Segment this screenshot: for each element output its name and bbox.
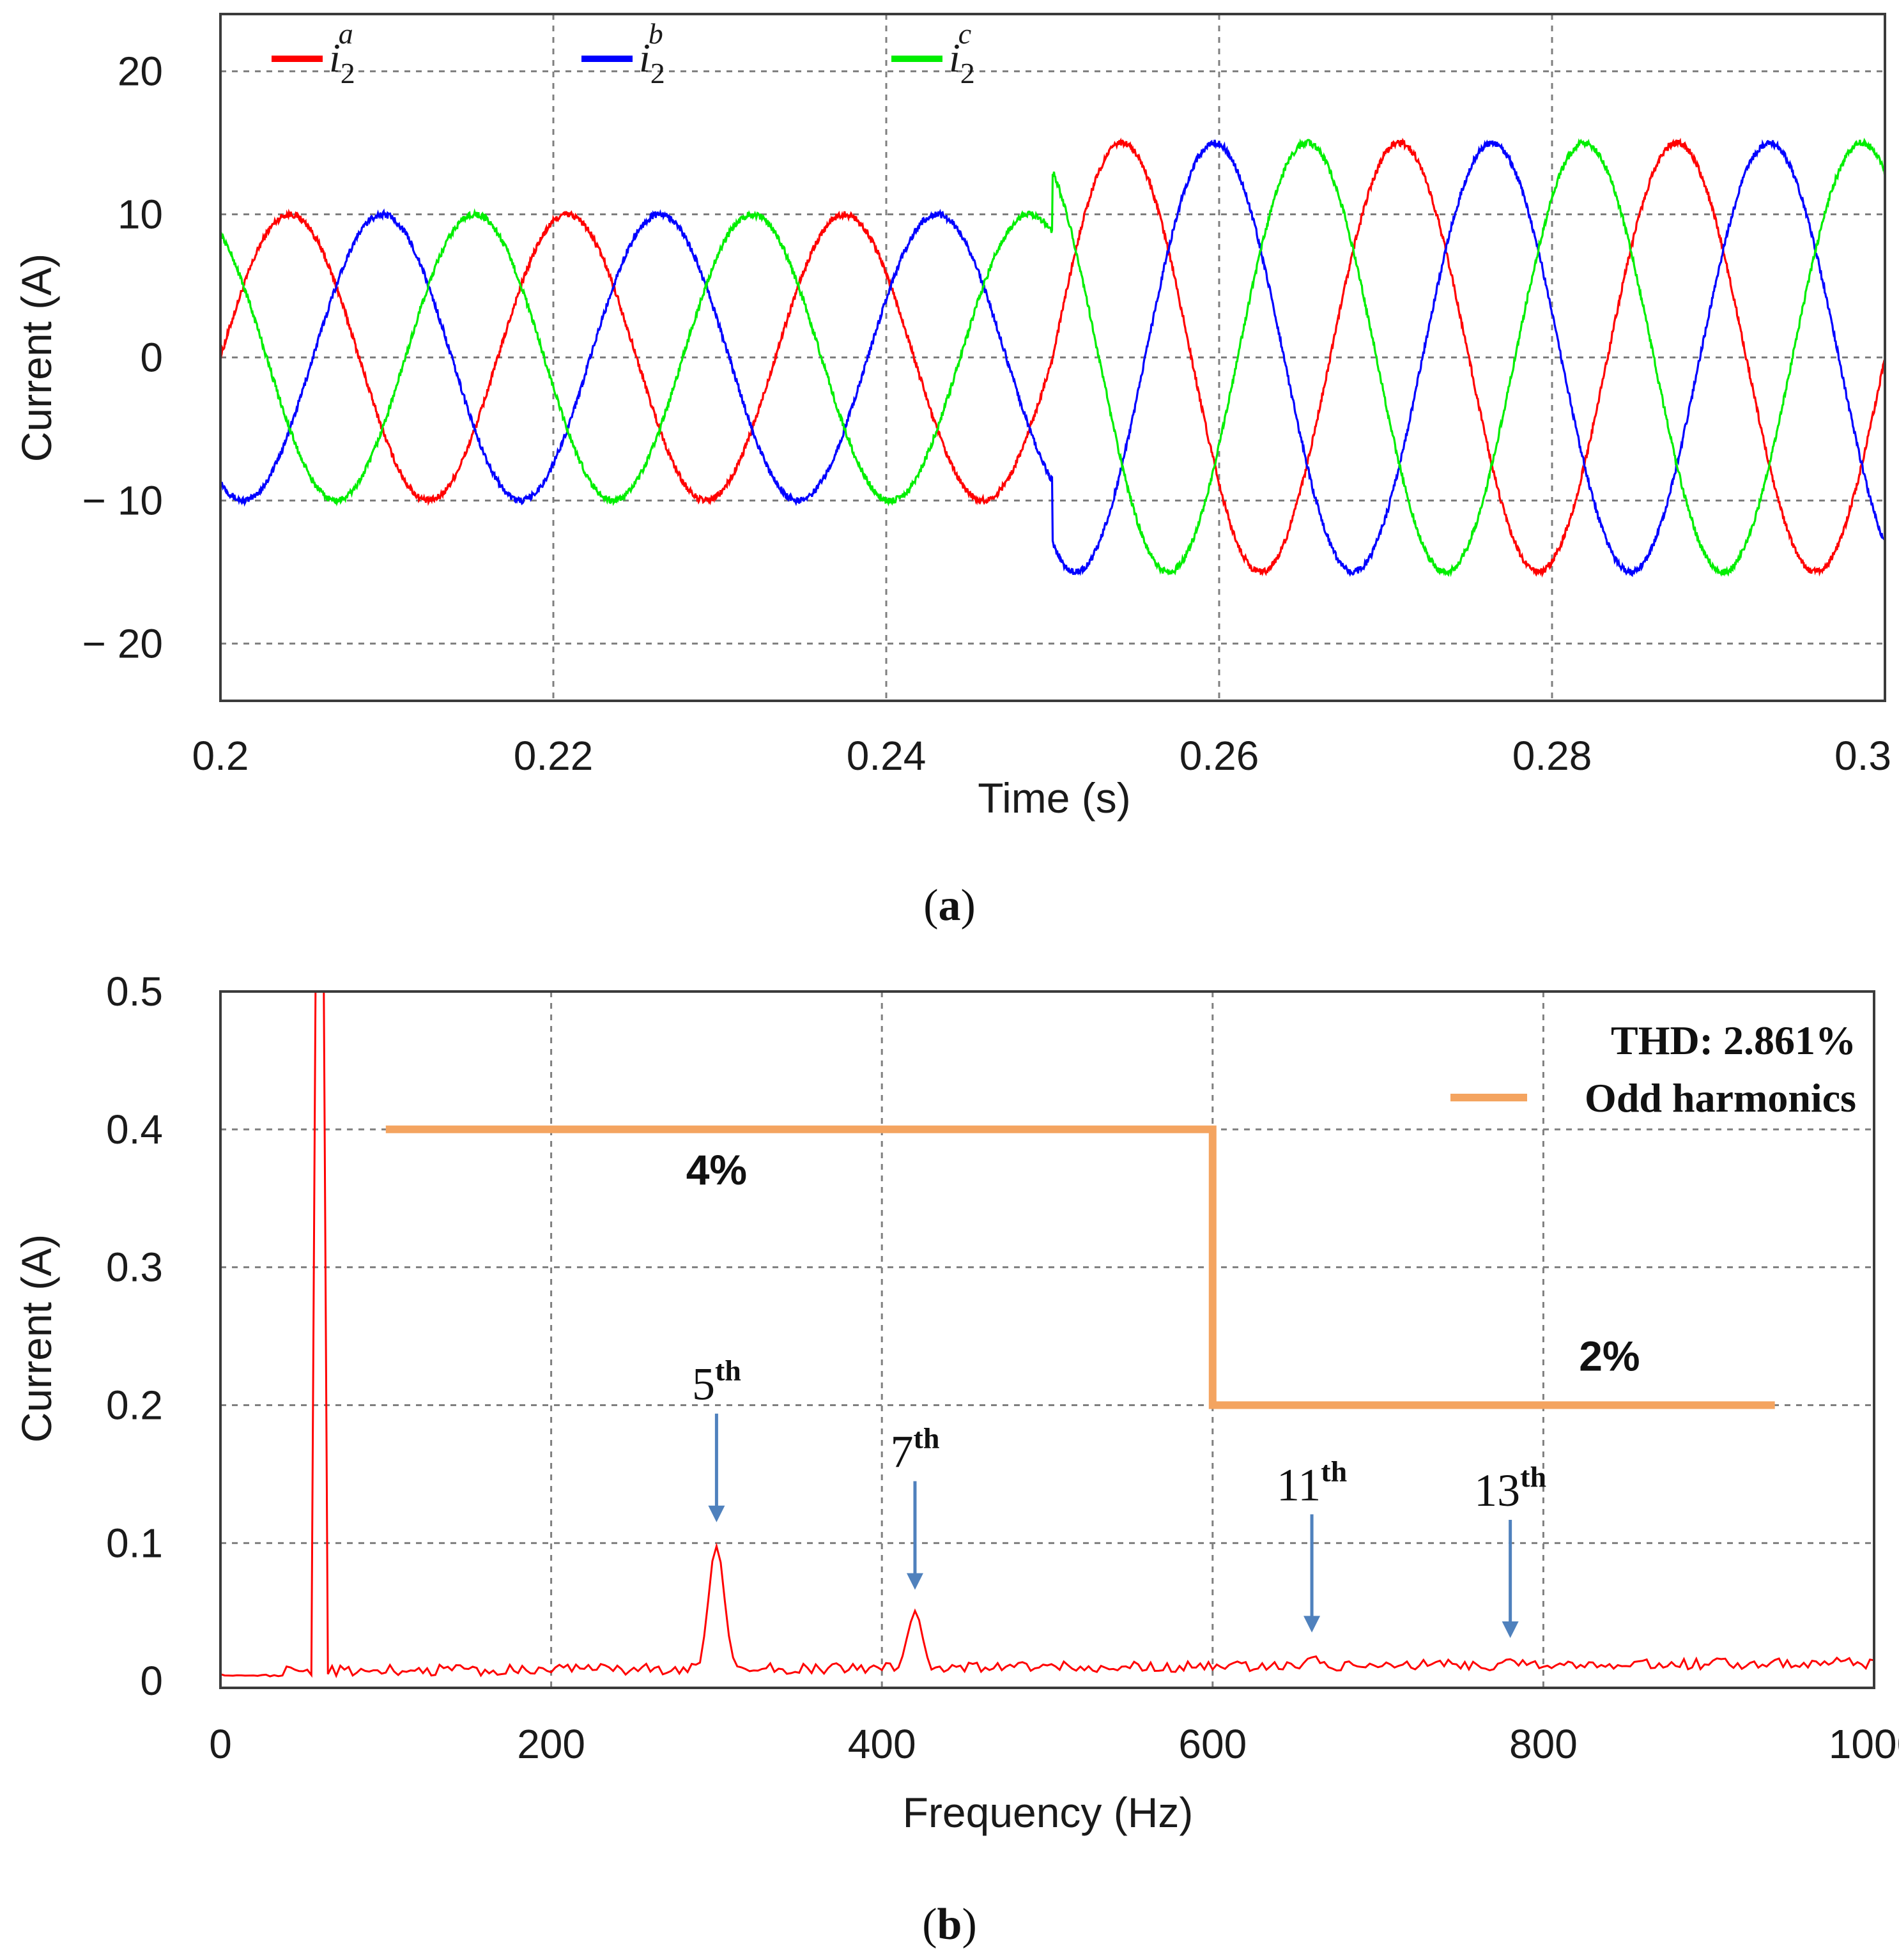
panel-b: 4%2% 00.10.20.30.40.5 02004006008001000 … [13,969,1899,1949]
x-tick-label: 0.28 [1512,733,1592,779]
legend-label-odd-harmonics: Odd harmonics [1585,1075,1856,1121]
y-tick-label: 0.5 [106,969,163,1014]
harmonic-annotations: 5th 7th 11th 13th [692,1354,1546,1639]
harmonic-order-label: 11th [1277,1455,1347,1510]
x-tick-label: 400 [848,1721,916,1767]
x-tick-label: 0 [209,1721,232,1767]
plot-frame-a [219,13,1886,702]
legend-label-i2b: i2b [639,17,665,89]
series-line-i2a [219,137,1886,578]
odd-harmonics-limit-line [385,1125,1775,1409]
y-tick-label: 0.4 [106,1106,163,1152]
x-tick-label: 1000 [1829,1721,1899,1767]
y-tick-label: 0.1 [106,1520,163,1566]
legend-b: Odd harmonics [1450,1075,1856,1121]
x-tick-label: 200 [517,1721,585,1767]
y-tick-label: 0.2 [106,1382,163,1428]
harmonic-arrow-head [906,1573,923,1590]
x-axis-label-b: Frequency (Hz) [903,1789,1194,1836]
x-tick-label: 0.26 [1180,733,1259,779]
series-lines-b: 4% 2% [220,990,1875,1679]
harmonic-arrow-head [1502,1621,1519,1639]
y-tick-label: − 20 [82,620,163,666]
x-tick-label: 0.3 [1834,733,1891,779]
y-tick-label: 10 [118,192,163,238]
harmonic-order-label: 13th [1474,1460,1546,1516]
y-tick-label: − 10 [82,477,163,523]
panel-caption-b: (b) [922,1900,977,1949]
panel-a: − 20 − 10 0 10 20 0.2 0.22 0.24 0.26 0.28 0.3 Tim… [13,13,1891,930]
y-tick-label: 0 [140,1658,163,1704]
y-axis-label-a: Current (A) [13,254,60,462]
thd-label: THD: 2.861% [1611,1018,1856,1063]
y-tick-label: 0 [140,335,163,381]
series-line-i2b [219,139,1886,578]
harmonic-arrow-head [708,1505,725,1522]
plot-frame-b [219,990,1875,1689]
panel-caption-a: (a) [923,881,976,930]
y-ticks-b: 0 0.1 0.2 0.3 0.4 0.5 [106,969,163,1704]
x-tick-label: 0.24 [847,733,926,779]
y-tick-label: 20 [118,49,163,95]
harmonic-order-label: 5th [692,1354,741,1410]
harmonic-arrow-head [1303,1616,1321,1633]
y-axis-label-b: Current (A) [13,1234,60,1443]
x-tick-label: 0.22 [514,733,594,779]
harmonic-order-label: 7th [891,1421,940,1477]
limit-percent-label: 2% [1579,1333,1640,1380]
x-tick-label: 800 [1509,1721,1578,1767]
legend-a: i2a i2b i2c [272,17,975,89]
legend-label-i2c: i2c [949,17,975,89]
x-axis-label-a: Time (s) [978,774,1131,822]
series-line-i2c [219,137,1886,578]
x-ticks-b: 0 200 400 600 800 1000 [209,1721,1899,1767]
legend-label-i2a: i2a [329,17,355,89]
x-tick-label: 600 [1178,1721,1247,1767]
limit-percent-label: 4% [686,1146,747,1193]
series-lines-a [219,137,1886,578]
spectrum-line [220,990,1875,1679]
x-ticks-a: 0.2 0.22 0.24 0.26 0.28 0.3 [192,733,1891,779]
y-tick-label: 0.3 [106,1244,163,1290]
y-ticks-a: − 20 − 10 0 10 20 [82,49,163,667]
x-tick-label: 0.2 [192,733,249,779]
